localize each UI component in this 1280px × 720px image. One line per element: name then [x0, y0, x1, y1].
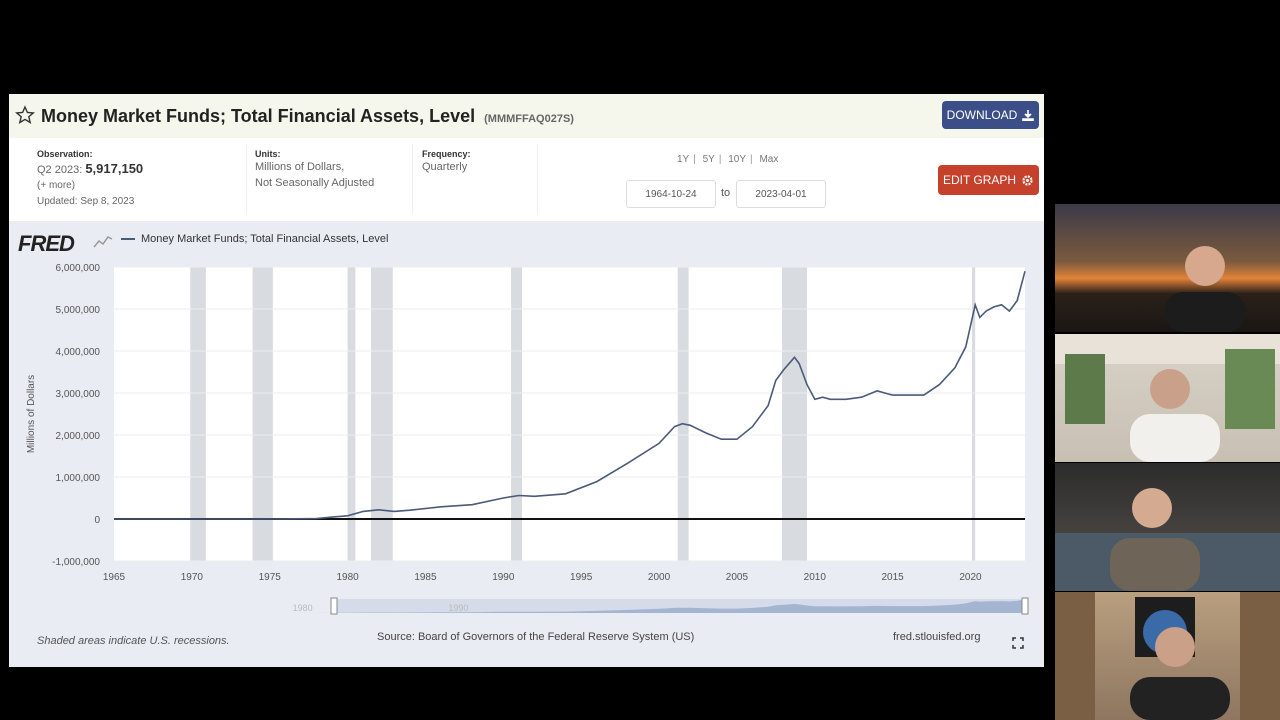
x-tick-label: 1970: [181, 572, 204, 583]
recession-band: [347, 267, 356, 561]
navigator-label: 1990: [448, 603, 468, 613]
plot-background: [114, 267, 1025, 561]
x-tick-label: 1985: [414, 572, 437, 583]
participant-silhouette: [1055, 334, 1280, 462]
range-5y[interactable]: 5Y: [702, 154, 715, 165]
more-link[interactable]: (+ more): [37, 180, 76, 191]
x-tick-label: 1980: [336, 572, 359, 583]
frequency-block: Frequency: Quarterly: [422, 149, 471, 175]
updated-date: Updated: Sep 8, 2023: [37, 196, 135, 207]
recession-band: [972, 267, 976, 561]
source-text: Source: Board of Governors of the Federa…: [377, 631, 695, 643]
navigator-handle-right[interactable]: [1021, 597, 1029, 615]
fullscreen-icon[interactable]: [1012, 637, 1024, 649]
participant-silhouette: [1165, 246, 1245, 332]
download-button-label: DOWNLOAD: [946, 108, 1018, 122]
divider: [412, 144, 413, 214]
range-10y[interactable]: 10Y: [728, 154, 747, 165]
y-tick-label: 2,000,000: [56, 431, 101, 442]
range-1y[interactable]: 1Y: [677, 154, 690, 165]
divider: [246, 144, 247, 214]
video-tile-2: [1055, 334, 1280, 462]
end-date-input[interactable]: 2023-04-01: [736, 180, 826, 208]
x-tick-label: 2000: [648, 572, 671, 583]
download-button[interactable]: DOWNLOAD: [942, 101, 1039, 129]
recession-band: [677, 267, 689, 561]
frequency-value: Quarterly: [422, 161, 468, 173]
participant-silhouette: [1055, 592, 1280, 720]
star-icon[interactable]: [15, 105, 35, 125]
range-links: 1Y | 5Y | 10Y | Max: [677, 154, 779, 165]
divider: [537, 144, 538, 214]
range-max[interactable]: Max: [759, 154, 779, 165]
legend-label: Money Market Funds; Total Financial Asse…: [141, 233, 389, 245]
series-id: (MMMFFAQ027S): [484, 113, 574, 125]
edit-graph-label: EDIT GRAPH: [942, 173, 1017, 187]
y-tick-label: -1,000,000: [52, 557, 100, 568]
observation-period: Q2 2023:: [37, 164, 83, 176]
navigator-handle-left[interactable]: [330, 597, 338, 615]
download-icon: [1022, 110, 1035, 121]
video-tile-1: [1055, 204, 1280, 332]
navigator-label: 1980: [293, 603, 313, 613]
x-tick-label: 1990: [492, 572, 515, 583]
x-tick-label: 2015: [882, 572, 905, 583]
series-line: [114, 270, 1026, 520]
to-label: to: [721, 187, 731, 199]
site-link[interactable]: fred.stlouisfed.org: [893, 631, 981, 643]
x-tick-label: 2020: [959, 572, 982, 583]
recession-band: [511, 267, 523, 561]
units-block: Units: Millions of Dollars, Not Seasonal…: [255, 149, 374, 191]
line-chart[interactable]: -1,000,000 0 1,000,000 2,000,000 3,000,000 4,…: [9, 221, 1044, 667]
x-tick-label: 2005: [726, 572, 749, 583]
observation-value: 5,917,150: [85, 161, 144, 176]
recession-band: [252, 267, 273, 561]
units-line1: Millions of Dollars,: [255, 161, 345, 173]
recession-band: [782, 267, 807, 561]
chart-area: FRED Money Market Funds; Total Financial…: [9, 221, 1044, 667]
chart-logo-icon: [93, 236, 113, 248]
y-axis-label: Millions of Dollars: [26, 375, 37, 453]
participant-silhouette: [1055, 488, 1280, 591]
page-title: Money Market Funds; Total Financial Asse…: [41, 106, 574, 127]
video-tile-4: [1055, 592, 1280, 720]
fred-panel: Money Market Funds; Total Financial Asse…: [9, 94, 1044, 667]
start-date-input[interactable]: 1964-10-24: [626, 180, 716, 208]
y-tick-label: 4,000,000: [56, 347, 101, 358]
observation-block: Observation: Q2 2023: 5,917,150 (+ more)…: [37, 149, 143, 210]
observation-label: Observation:: [37, 149, 93, 159]
y-tick-label: 3,000,000: [56, 389, 101, 400]
series-title: Money Market Funds; Total Financial Asse…: [41, 106, 476, 126]
x-tick-label: 1965: [103, 572, 126, 583]
legend-swatch: [121, 238, 135, 240]
units-line2: Not Seasonally Adjusted: [255, 177, 375, 189]
x-tick-label: 1975: [259, 572, 282, 583]
gear-icon: [1022, 174, 1033, 186]
title-bar: Money Market Funds; Total Financial Asse…: [9, 94, 1044, 138]
x-tick-label: 1995: [570, 572, 593, 583]
chart-legend: Money Market Funds; Total Financial Asse…: [121, 233, 388, 245]
navigator-series: [114, 599, 1025, 613]
recession-note: Shaded areas indicate U.S. recessions.: [37, 635, 230, 647]
video-tile-3: [1055, 463, 1280, 591]
y-tick-label: 6,000,000: [56, 263, 101, 274]
units-label: Units:: [255, 149, 281, 159]
y-tick-label: 0: [94, 515, 100, 526]
frequency-label: Frequency:: [422, 149, 471, 159]
recession-band: [370, 267, 393, 561]
fred-logo: FRED: [18, 231, 75, 256]
y-tick-label: 1,000,000: [56, 473, 101, 484]
x-tick-label: 2010: [804, 572, 827, 583]
y-tick-label: 5,000,000: [56, 305, 101, 316]
edit-graph-button[interactable]: EDIT GRAPH: [938, 165, 1039, 195]
recession-band: [190, 267, 206, 561]
